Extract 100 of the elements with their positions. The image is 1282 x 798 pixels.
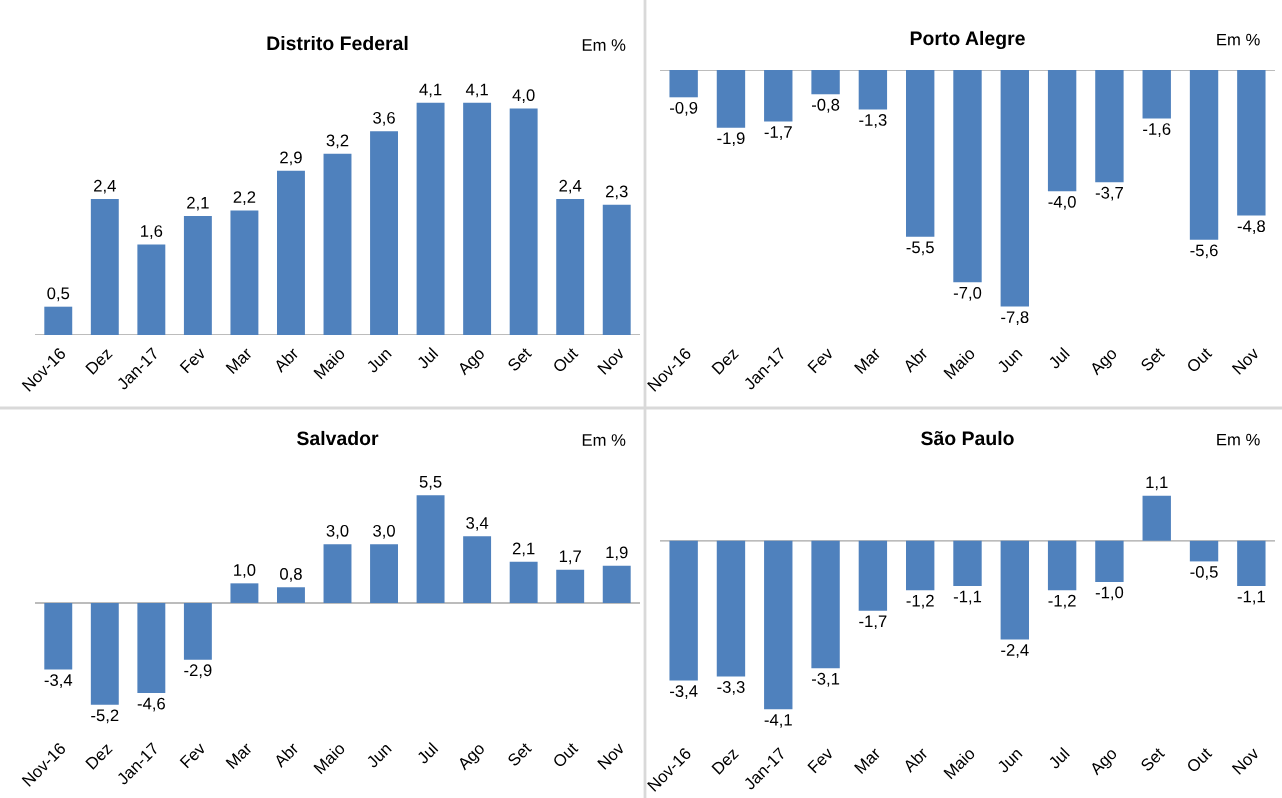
data-label: -1,6 — [1143, 123, 1171, 137]
data-label: 4,1 — [465, 83, 488, 98]
data-label: -2,4 — [1001, 644, 1029, 658]
bar — [137, 602, 166, 694]
x-tick-label: Mar — [853, 746, 882, 775]
data-label: 1,7 — [559, 550, 581, 565]
x-tick-label: Ago — [1088, 347, 1120, 379]
x-tick-label: Nov — [597, 741, 626, 770]
chart-title: São Paulo — [921, 430, 1014, 446]
text: Em % — [582, 39, 626, 51]
x-tick-label: Abr — [901, 346, 929, 374]
bar — [602, 204, 631, 335]
data-label: 2,4 — [94, 179, 116, 194]
data-label: -0,8 — [811, 98, 840, 113]
data-label: 3,2 — [326, 134, 349, 149]
x-tick-label: Out — [552, 741, 579, 769]
x-tick-label: Fev — [179, 346, 207, 374]
data-label: -1,2 — [1048, 594, 1076, 609]
x-tick-label: Abr — [901, 746, 929, 774]
bar — [509, 561, 538, 603]
data-label: 3,6 — [373, 111, 395, 126]
data-label: -4,1 — [764, 714, 792, 728]
bar — [183, 602, 212, 660]
data-label: 2,1 — [187, 196, 209, 211]
bar — [323, 153, 352, 335]
data-label: -3,3 — [717, 681, 745, 695]
data-label: 4,1 — [419, 83, 442, 98]
x-tick-label: Ago — [456, 742, 488, 774]
x-tick-label: Dez — [711, 347, 740, 375]
data-label: 2,2 — [233, 191, 256, 205]
x-tick-label: Abr — [272, 741, 300, 769]
data-label: -5,2 — [91, 709, 119, 724]
bar — [556, 569, 585, 603]
data-label: -5,6 — [1190, 244, 1218, 259]
x-tick-label: Fev — [179, 741, 207, 769]
text: Em % — [1217, 33, 1260, 46]
data-label: 0,8 — [280, 568, 302, 582]
data-label: 3,4 — [466, 517, 489, 531]
data-label: 2,1 — [512, 542, 535, 557]
data-label: -4,0 — [1048, 195, 1076, 210]
bar — [90, 602, 119, 705]
bar — [556, 199, 585, 335]
bar — [44, 602, 73, 670]
data-label: -3,4 — [670, 685, 698, 699]
bar — [44, 306, 73, 335]
data-label: -2,9 — [184, 664, 212, 679]
data-label: 1,0 — [234, 564, 256, 578]
x-tick-label: Out — [1185, 746, 1213, 774]
x-tick-label: Jul — [1047, 746, 1070, 770]
bar — [230, 210, 259, 335]
bar — [323, 544, 352, 603]
data-label: 1,9 — [606, 546, 628, 561]
data-label: -0,5 — [1190, 566, 1218, 580]
data-label: 4,0 — [512, 89, 535, 104]
chart-title: Porto Alegre — [910, 30, 1025, 50]
x-tick-label: Set — [1139, 346, 1166, 372]
bar — [370, 544, 398, 603]
x-tick-label: Nov — [1231, 346, 1260, 375]
x-tick-label: Ago — [1088, 747, 1120, 779]
data-label: -1,1 — [953, 590, 982, 605]
x-tick-label: Nov — [1231, 746, 1260, 775]
x-tick-label: Jul — [415, 741, 439, 765]
data-label: -1,0 — [1095, 586, 1124, 601]
chart-title: Salvador — [296, 430, 379, 446]
x-tick-label: Mar — [853, 346, 882, 375]
bar — [137, 244, 166, 335]
bar — [463, 102, 492, 335]
bar — [90, 199, 119, 335]
data-label: 3,0 — [373, 524, 395, 539]
bar — [370, 131, 398, 335]
x-tick-label: Dez — [85, 742, 113, 770]
data-label: 2,9 — [280, 151, 302, 166]
x-tick-label: Out — [1185, 346, 1213, 374]
x-tick-label: Jun — [365, 742, 392, 769]
data-label: -1,2 — [906, 594, 934, 609]
chart-title: Distrito Federal — [267, 35, 408, 51]
data-label: -1,7 — [859, 615, 887, 630]
x-tick-label: Mar — [225, 741, 253, 770]
data-label: -3,4 — [44, 674, 73, 688]
bar — [277, 587, 305, 603]
data-label: 1,6 — [141, 225, 163, 239]
text: Em % — [582, 434, 626, 446]
x-tick-label: Set — [506, 346, 533, 372]
x-tick-label: Out — [552, 346, 579, 374]
x-tick-label: Fev — [807, 346, 835, 374]
x-tick-label: Abr — [272, 346, 300, 374]
bar — [230, 583, 259, 603]
x-tick-label: Jul — [415, 346, 439, 370]
bar — [602, 565, 631, 603]
bar — [463, 536, 492, 603]
x-tick-label: Jun — [996, 347, 1023, 374]
data-label: -1,9 — [717, 132, 745, 147]
x-tick-label: Jun — [996, 747, 1023, 774]
data-label: -5,5 — [906, 241, 934, 256]
x-tick-label: Ago — [456, 347, 488, 379]
x-tick-label: Dez — [711, 747, 740, 775]
data-label: -3,7 — [1095, 186, 1123, 201]
bar — [509, 108, 538, 335]
text: Em % — [1217, 433, 1260, 446]
data-label: 5,5 — [419, 476, 442, 490]
